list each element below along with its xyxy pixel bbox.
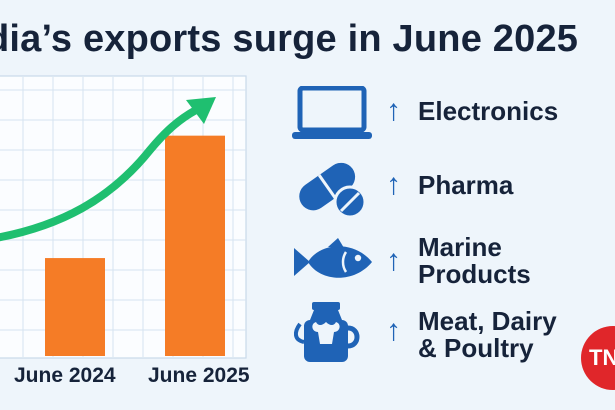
trend-arrow-line bbox=[0, 106, 200, 242]
category-label-meat-line2: & Poultry bbox=[418, 333, 534, 363]
up-arrow-icon: ↑ bbox=[386, 244, 401, 277]
category-pharma: ↑ Pharma bbox=[290, 156, 590, 220]
up-arrow-icon: ↑ bbox=[386, 314, 401, 347]
category-electronics: ↑ Electronics bbox=[290, 86, 590, 146]
category-marine-products: ↑ Marine Products bbox=[290, 232, 590, 292]
milk-can-icon bbox=[293, 302, 360, 362]
up-arrow-icon: ↑ bbox=[386, 94, 401, 127]
pills-icon bbox=[299, 162, 367, 219]
category-label-0: June 2024 bbox=[14, 364, 116, 387]
laptop-icon bbox=[292, 86, 372, 139]
category-label-1: June 2025 bbox=[148, 364, 250, 387]
bar-1 bbox=[165, 135, 225, 356]
up-arrow-icon: ↑ bbox=[386, 168, 401, 201]
category-label-marine-line1: Marine bbox=[418, 232, 502, 262]
category-meat-dairy-poultry: ↑ Meat, Dairy & Poultry bbox=[290, 302, 590, 366]
fish-icon bbox=[294, 238, 372, 278]
headline: dia’s exports surge in June 2025 bbox=[0, 18, 579, 60]
bar-0 bbox=[45, 258, 105, 356]
category-label-marine-line2: Products bbox=[418, 259, 531, 289]
category-label-electronics: Electronics bbox=[418, 96, 559, 126]
category-label-pharma: Pharma bbox=[418, 170, 514, 200]
category-label-meat-line1: Meat, Dairy bbox=[418, 306, 557, 336]
trend-arrow-head bbox=[186, 97, 216, 124]
